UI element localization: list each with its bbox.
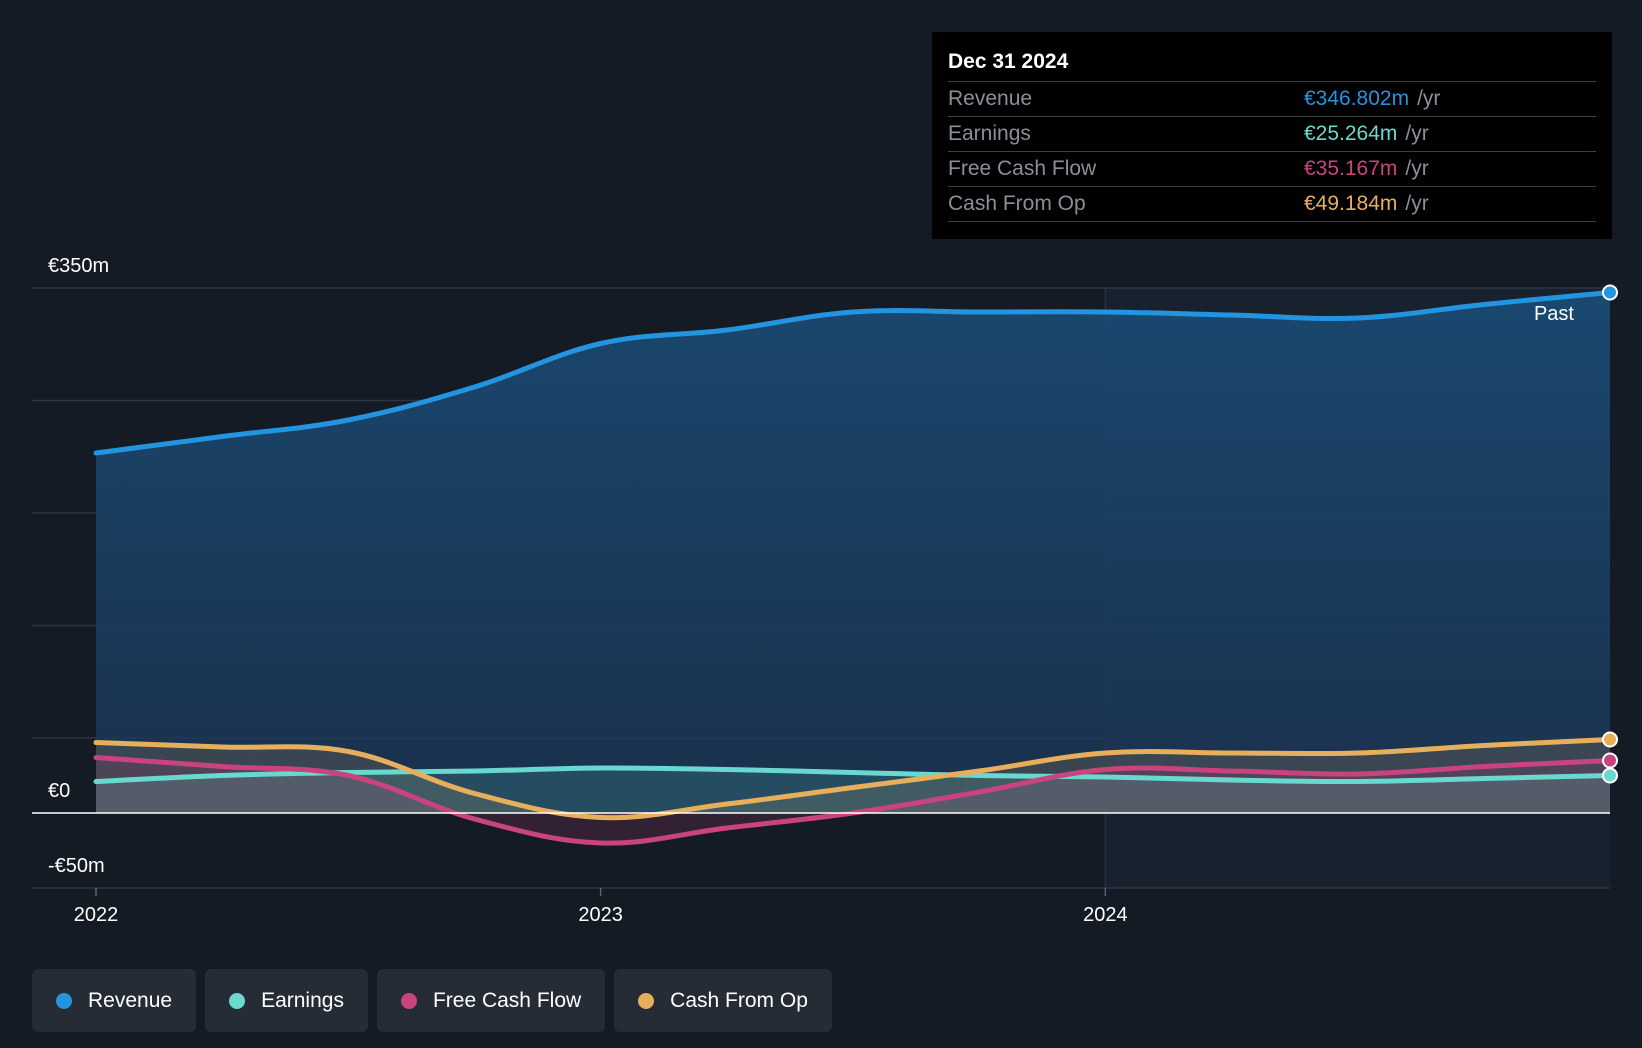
legend-label: Free Cash Flow (432, 988, 582, 1012)
tooltip-value: €346.802m (1304, 87, 1410, 110)
legend-item-free-cash-flow[interactable]: Free Cash Flow (376, 969, 606, 1032)
revenue-area (96, 292, 1610, 813)
earnings-line (93, 765, 1613, 785)
legend-label: Earnings (261, 988, 344, 1012)
tooltip-unit: /yr (1405, 157, 1429, 180)
legend-item-revenue[interactable]: Revenue (32, 969, 197, 1032)
cash-from-op-area (96, 739, 1610, 818)
legend-dot-icon (229, 992, 246, 1009)
tooltip-value: €35.167m (1304, 157, 1398, 180)
area-layer (96, 292, 1610, 844)
tooltip-row-earnings: Earnings €25.264m /yr (948, 117, 1596, 152)
tooltip-value: €25.264m (1304, 122, 1398, 145)
tooltip-label: Revenue (948, 87, 1033, 110)
earnings-marker (1602, 767, 1618, 784)
y-tick-label: -€50m (48, 855, 105, 877)
tooltip-row-cash-from-op: Cash From Op €49.184m /yr (948, 187, 1596, 222)
earnings-area (96, 767, 1610, 813)
line-layer (93, 290, 1613, 846)
tooltip-value: €49.184m (1304, 192, 1398, 215)
legend-label: Revenue (88, 988, 173, 1012)
tooltip-panel: Dec 31 2024 Revenue €346.802m /yr Earnin… (932, 32, 1612, 239)
tooltip-label: Cash From Op (948, 192, 1086, 215)
legend-dot-icon (638, 992, 655, 1009)
tooltip-label: Earnings (948, 122, 1031, 145)
tooltip-date: Dec 31 2024 (948, 46, 1596, 82)
x-tick-label: 2022 (74, 904, 119, 926)
legend-dot-icon (56, 992, 72, 1009)
tooltip-unit: /yr (1417, 87, 1441, 110)
x-tick-label: 2023 (578, 904, 623, 926)
free-cash-flow-marker (1602, 752, 1618, 769)
y-tick-label: €0 (48, 780, 70, 802)
y-tick-label: €350m (48, 255, 109, 277)
legend: Revenue Earnings Free Cash Flow Cash Fro… (32, 969, 832, 1032)
legend-label: Cash From Op (670, 988, 808, 1012)
tooltip-unit: /yr (1405, 122, 1429, 145)
legend-item-cash-from-op[interactable]: Cash From Op (614, 969, 832, 1032)
revenue-marker (1602, 284, 1618, 301)
tooltip-row-free-cash-flow: Free Cash Flow €35.167m /yr (948, 152, 1596, 187)
legend-item-earnings[interactable]: Earnings (205, 969, 368, 1032)
tooltip-label: Free Cash Flow (948, 157, 1097, 180)
cash-from-op-marker (1602, 731, 1618, 748)
marker-layer (1602, 284, 1618, 784)
revenue-line (93, 290, 1613, 456)
tooltip-row-revenue: Revenue €346.802m /yr (948, 82, 1596, 117)
past-label: Past (1534, 303, 1574, 325)
legend-dot-icon (400, 992, 417, 1009)
cash-from-op-line (93, 737, 1613, 821)
x-tick-label: 2024 (1083, 904, 1128, 926)
axis-layer: €350m €0 -€50m 2022 2023 2024 Past (32, 255, 1610, 926)
tooltip-unit: /yr (1405, 192, 1429, 215)
